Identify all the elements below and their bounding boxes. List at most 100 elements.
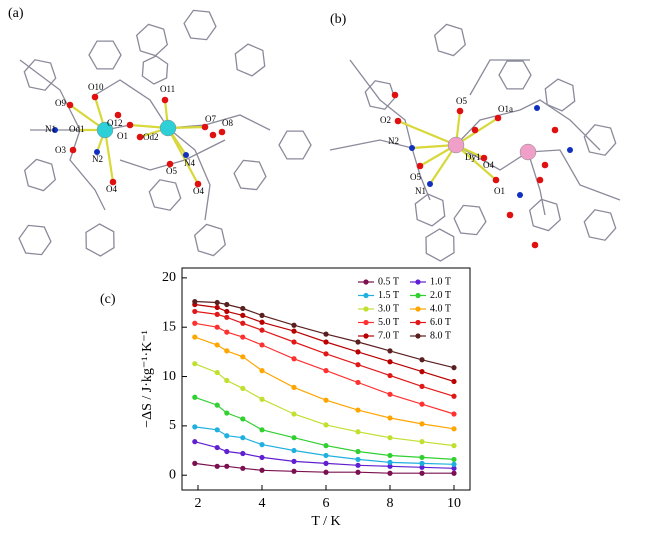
- ring: [364, 80, 396, 110]
- nitrogen-atom: [534, 105, 540, 111]
- data-point: [355, 462, 361, 468]
- data-point: [419, 357, 425, 363]
- legend-label: 3.0 T: [378, 303, 399, 314]
- bond: [455, 144, 621, 201]
- data-point: [240, 312, 246, 318]
- bond: [455, 99, 601, 151]
- data-point: [214, 463, 220, 469]
- x-tick-label: 10: [447, 496, 461, 511]
- data-point: [419, 369, 425, 375]
- oxygen-atom: [109, 178, 117, 186]
- coordination-bond: [167, 127, 199, 185]
- data-point: [259, 368, 265, 374]
- atom-label: N1: [45, 124, 56, 134]
- data-point: [214, 402, 220, 408]
- legend-marker: [363, 306, 369, 312]
- oxygen-atom: [66, 101, 74, 109]
- data-point: [240, 465, 246, 471]
- data-point: [214, 304, 220, 311]
- ring: [141, 55, 169, 85]
- legend-label: 1.0 T: [430, 276, 451, 287]
- data-point: [259, 327, 265, 333]
- oxygen-atom: [166, 160, 174, 168]
- nitrogen-atom: [183, 152, 189, 158]
- data-point: [387, 372, 393, 379]
- data-point: [355, 448, 361, 455]
- data-point: [224, 308, 230, 315]
- data-point: [355, 362, 361, 368]
- data-point: [192, 298, 198, 305]
- nitrogen-atom: [427, 181, 433, 187]
- legend-label: 0.5 T: [378, 276, 399, 287]
- legend-marker: [415, 279, 421, 285]
- oxygen-atom: [480, 154, 488, 162]
- atom-label: O4: [483, 160, 494, 170]
- data-point: [323, 331, 329, 337]
- ring: [233, 159, 267, 191]
- oxygen-atom: [161, 96, 169, 104]
- data-point: [240, 450, 246, 457]
- data-point: [451, 378, 457, 385]
- data-point: [224, 329, 230, 335]
- oxygen-atom: [194, 180, 202, 188]
- metal-atom: [159, 119, 177, 137]
- coordination-bond: [397, 119, 457, 147]
- data-point: [355, 429, 361, 435]
- data-point: [224, 433, 230, 439]
- data-point: [291, 468, 297, 474]
- ring: [234, 43, 266, 77]
- nitrogen-atom: [409, 145, 415, 151]
- data-point: [214, 299, 220, 306]
- oxygen-atom: [536, 176, 544, 184]
- data-point: [419, 383, 425, 389]
- oxygen-atom: [114, 111, 122, 119]
- data-point: [224, 301, 230, 308]
- data-point: [419, 401, 425, 407]
- oxygen-atom: [494, 114, 502, 122]
- metal-atom: [519, 143, 537, 161]
- data-point: [419, 460, 425, 466]
- bond: [527, 151, 546, 216]
- coordination-bond: [103, 129, 115, 183]
- data-point: [355, 456, 361, 463]
- data-point: [387, 435, 393, 441]
- data-point: [259, 312, 265, 318]
- nitrogen-atom: [567, 147, 573, 153]
- panel-label: (a): [8, 6, 24, 21]
- data-point: [214, 427, 220, 433]
- data-point: [387, 459, 393, 465]
- data-point: [355, 339, 361, 345]
- data-point: [323, 368, 329, 374]
- atom-label: O8: [222, 118, 233, 128]
- y-tick-label: 0: [169, 467, 176, 482]
- ring: [498, 60, 532, 90]
- metal-atom: [96, 121, 114, 139]
- bond: [19, 59, 106, 211]
- oxygen-atom: [551, 126, 559, 134]
- data-point: [323, 351, 329, 357]
- data-point: [224, 410, 230, 416]
- x-tick-label: 4: [259, 496, 266, 511]
- ring: [433, 23, 467, 57]
- data-point: [387, 348, 393, 354]
- oxygen-atom: [541, 161, 549, 169]
- atom-label: N2: [92, 154, 103, 164]
- data-point: [387, 415, 393, 421]
- data-point: [451, 443, 457, 449]
- data-point: [419, 439, 425, 445]
- oxygen-atom: [416, 162, 424, 170]
- legend-label: 1.5 T: [378, 290, 399, 301]
- oxygen-atom: [209, 131, 217, 139]
- data-point: [451, 426, 457, 432]
- ring: [85, 223, 115, 257]
- coordination-bond: [455, 144, 497, 181]
- atom-label: O4: [106, 184, 117, 194]
- data-point: [192, 308, 198, 315]
- data-point: [240, 354, 246, 360]
- data-point: [192, 460, 198, 466]
- ring: [583, 209, 617, 241]
- ring: [414, 193, 446, 227]
- data-point: [214, 444, 220, 451]
- series-line: [194, 396, 455, 460]
